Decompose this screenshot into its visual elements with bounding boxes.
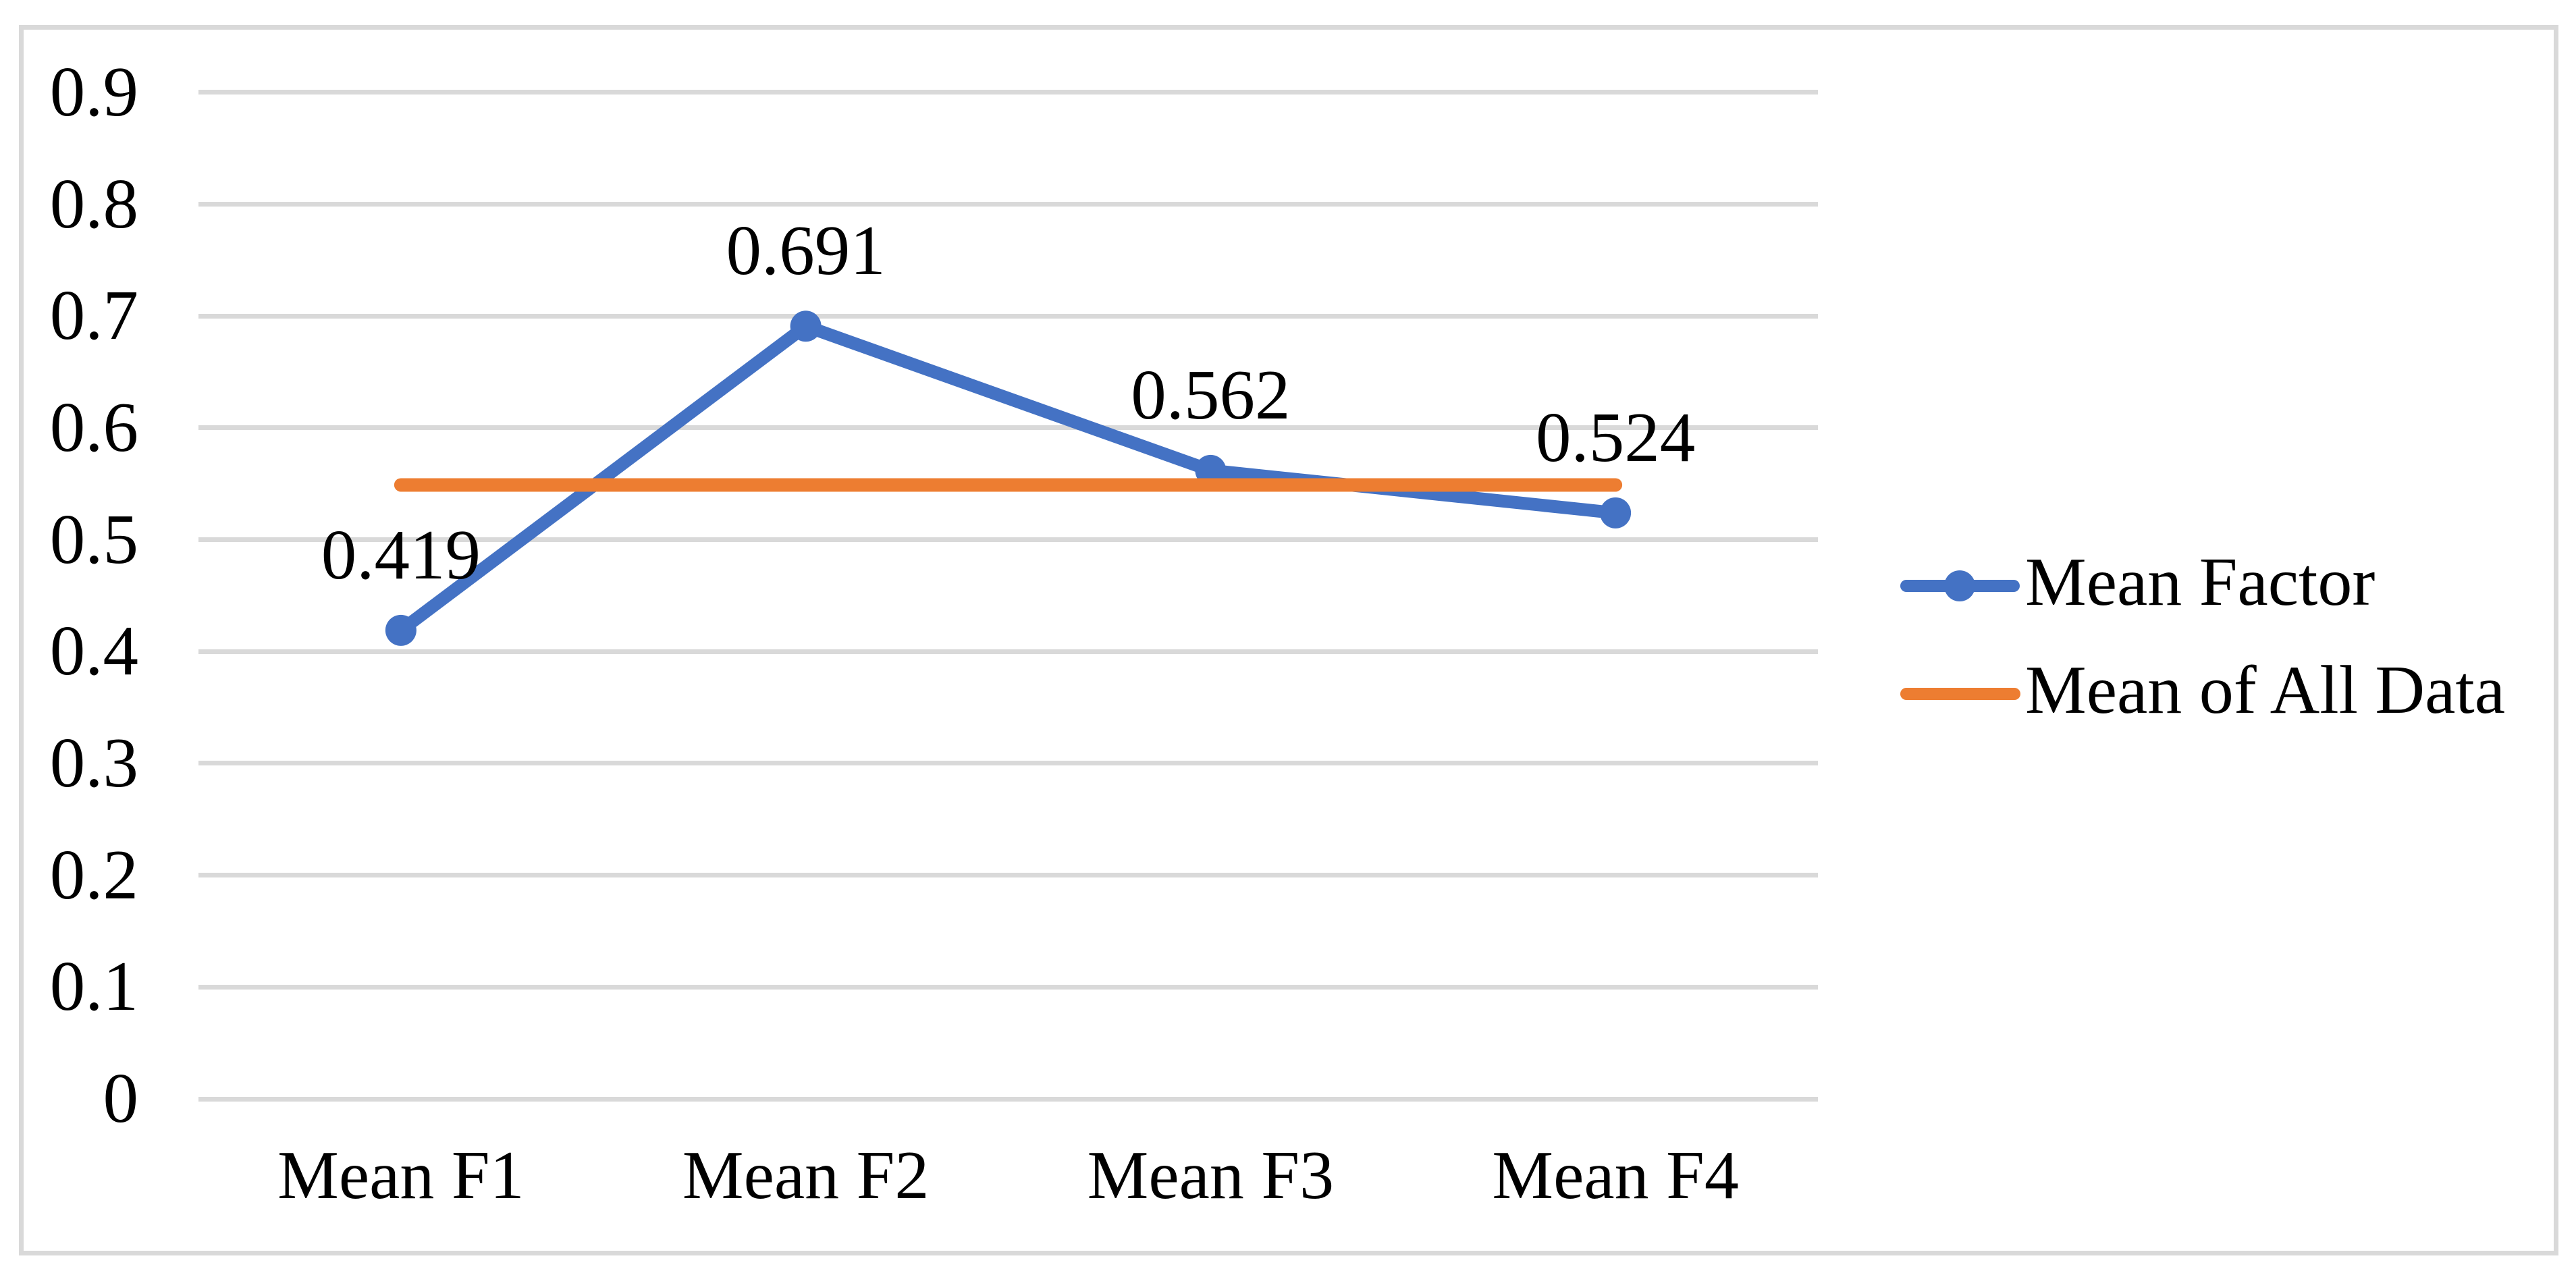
data-point-marker — [385, 614, 417, 646]
data-point-marker — [1195, 454, 1227, 486]
chart-frame — [19, 25, 2558, 1255]
legend-marker-dot-icon — [1944, 570, 1975, 601]
legend-label-mean-of-all-data: Mean of All Data — [2025, 652, 2505, 728]
data-point-marker — [1600, 497, 1632, 529]
legend-line-swatch-icon — [1900, 688, 2020, 700]
legend-label-mean-factor: Mean Factor — [2025, 544, 2376, 620]
data-point-marker — [790, 310, 822, 342]
